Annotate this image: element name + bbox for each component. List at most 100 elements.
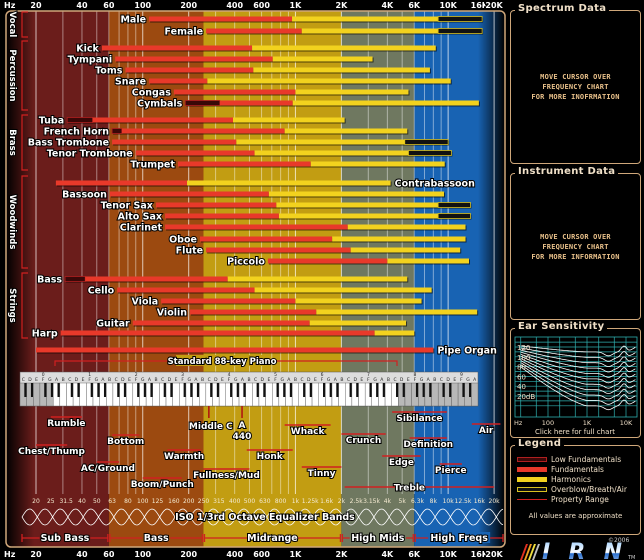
instrument-row[interactable]: Snare bbox=[114, 76, 452, 89]
white-key bbox=[106, 382, 114, 407]
instrument-label: Cello bbox=[88, 286, 115, 297]
instrument-row[interactable]: Tuba bbox=[38, 115, 346, 128]
fundamentals-bar bbox=[155, 202, 277, 208]
instrument-row[interactable]: Pipe Organ bbox=[36, 345, 498, 358]
white-key bbox=[404, 382, 412, 407]
white-key bbox=[431, 382, 439, 407]
instrument-row[interactable]: Oboe bbox=[168, 234, 467, 247]
eq-band-label: 200 bbox=[183, 498, 195, 505]
left-fade bbox=[6, 11, 34, 547]
instrument-row[interactable]: Viola bbox=[131, 296, 423, 309]
note-name: B bbox=[340, 377, 343, 383]
ear-x-label: 1K bbox=[583, 419, 592, 427]
instrument-row[interactable]: Kick bbox=[75, 43, 437, 56]
instrument-row[interactable]: Harp bbox=[31, 328, 416, 341]
property-range: Pierce bbox=[434, 463, 468, 477]
instrument-label: Snare bbox=[115, 77, 146, 88]
instrument-label: Tuba bbox=[39, 116, 64, 127]
piano-label-bg bbox=[176, 355, 268, 366]
ear-y-label: 40 bbox=[517, 383, 526, 391]
instrument-row[interactable]: Female bbox=[164, 26, 484, 39]
instrument-row[interactable]: Contrabassoon bbox=[55, 178, 476, 191]
eq-band-label: 2k bbox=[338, 498, 346, 505]
instrument-row[interactable]: Bass bbox=[36, 274, 409, 287]
harmonics-bar bbox=[295, 89, 409, 95]
axis-tick-label: 600 bbox=[253, 1, 270, 10]
instrument-row[interactable]: Guitar bbox=[95, 318, 408, 331]
instrument-label: Bass Trombone bbox=[28, 138, 109, 149]
eq-band-label: 12.5k bbox=[455, 498, 472, 505]
instrument-row[interactable]: Cymbals bbox=[136, 98, 480, 111]
octave-number: 5 bbox=[274, 372, 277, 378]
instrument-row[interactable]: Cello bbox=[87, 285, 433, 298]
axis-tick-label: 100 bbox=[134, 1, 151, 10]
property-label: Boom/Punch bbox=[131, 480, 194, 490]
instrument-row[interactable]: Tenor Sax bbox=[100, 200, 472, 213]
note-name: C bbox=[68, 377, 71, 383]
note-name: D bbox=[214, 377, 218, 383]
property-range: Fullness/Mud bbox=[192, 468, 261, 482]
low-fundamentals-bar bbox=[111, 128, 123, 134]
low-fundamentals-bar bbox=[66, 117, 94, 123]
property-label: Bottom bbox=[107, 437, 144, 447]
eq-band-label: 63 bbox=[108, 498, 116, 505]
property-label: Chest/Thump bbox=[18, 447, 85, 457]
eq-band-label: 8k bbox=[430, 498, 438, 505]
instrument-row[interactable]: Male bbox=[119, 14, 484, 27]
instrument-row[interactable]: Bassoon bbox=[61, 189, 446, 202]
range-sub_bass: Sub Bass bbox=[21, 532, 109, 545]
eq-wave bbox=[21, 508, 504, 526]
instrument-row[interactable]: Toms bbox=[94, 65, 431, 78]
range-bass: Bass bbox=[109, 532, 204, 545]
harmonics-bar bbox=[310, 161, 445, 167]
equal-loudness-curve bbox=[520, 345, 636, 357]
fundamentals-bar bbox=[117, 287, 255, 293]
harmonics-bar bbox=[316, 309, 478, 315]
axis-tick-label: 4K bbox=[381, 1, 394, 10]
spectrum-data-message: MOVE CURSOR OVER FREQUENCY CHART FOR MOR… bbox=[511, 72, 640, 102]
group-bracket bbox=[21, 114, 28, 171]
legend-item-property-range: Property Range bbox=[517, 495, 609, 504]
instrument-row[interactable]: Flute bbox=[175, 245, 462, 258]
instrument-row[interactable]: Piccolo bbox=[226, 256, 471, 269]
group-bracket bbox=[21, 40, 28, 111]
note-name: C bbox=[301, 377, 304, 383]
eq-bands: 20 25 31.5 40 50 63 80 100 125 160 200 250 315 400 500… bbox=[21, 498, 504, 526]
fundamentals-bar bbox=[165, 213, 279, 219]
note-name: F bbox=[42, 377, 45, 383]
bottom-axis-unit: Hz bbox=[4, 550, 16, 559]
full-chart-link[interactable]: Click here for full chart bbox=[535, 428, 615, 436]
property-range: Tinny bbox=[301, 466, 342, 480]
fundamentals-bar bbox=[206, 28, 302, 34]
fundamentals-bar bbox=[206, 247, 351, 253]
note-name: D bbox=[400, 377, 404, 383]
fundamentals-bar bbox=[135, 150, 255, 156]
legend-label: Low Fundamentals bbox=[551, 455, 622, 464]
instrument-row[interactable]: Clarinet bbox=[119, 222, 467, 235]
equal-loudness-curve bbox=[520, 349, 636, 368]
property-label: Fullness/Mud bbox=[193, 471, 260, 481]
range-label-bg bbox=[39, 532, 91, 543]
instrument-row[interactable]: Tympani bbox=[66, 54, 374, 67]
harmonics-bar bbox=[301, 28, 439, 34]
note-name: F bbox=[321, 377, 324, 383]
equal-loudness-curve bbox=[520, 351, 636, 373]
instrument-row[interactable]: Bass Trombone bbox=[27, 137, 450, 150]
instrument-row[interactable]: Trumpet bbox=[129, 159, 446, 172]
instrument-row[interactable]: Tenor Trombone bbox=[46, 148, 453, 161]
message-line: FOR MORE INOFRMATION bbox=[531, 93, 620, 101]
harmonics-bar bbox=[227, 276, 408, 282]
property-label: Crunch bbox=[346, 436, 382, 446]
ear-sensitivity-panel[interactable]: Ear Sensitivity 120 100 80 60 40 20dB Hz 100 1K 1… bbox=[510, 321, 641, 438]
note-name: D bbox=[121, 377, 125, 383]
overblow-bar bbox=[437, 16, 483, 22]
instrument-row[interactable]: Violin bbox=[156, 307, 479, 320]
instrument-row[interactable]: Alto Sax bbox=[117, 211, 472, 224]
harmonics-bar bbox=[272, 56, 373, 62]
equal-loudness-curve bbox=[520, 347, 636, 362]
instrument-label: Tympani bbox=[67, 55, 112, 66]
instrument-row[interactable]: Congas bbox=[131, 87, 410, 100]
instrument-row[interactable]: French Horn bbox=[43, 126, 409, 139]
